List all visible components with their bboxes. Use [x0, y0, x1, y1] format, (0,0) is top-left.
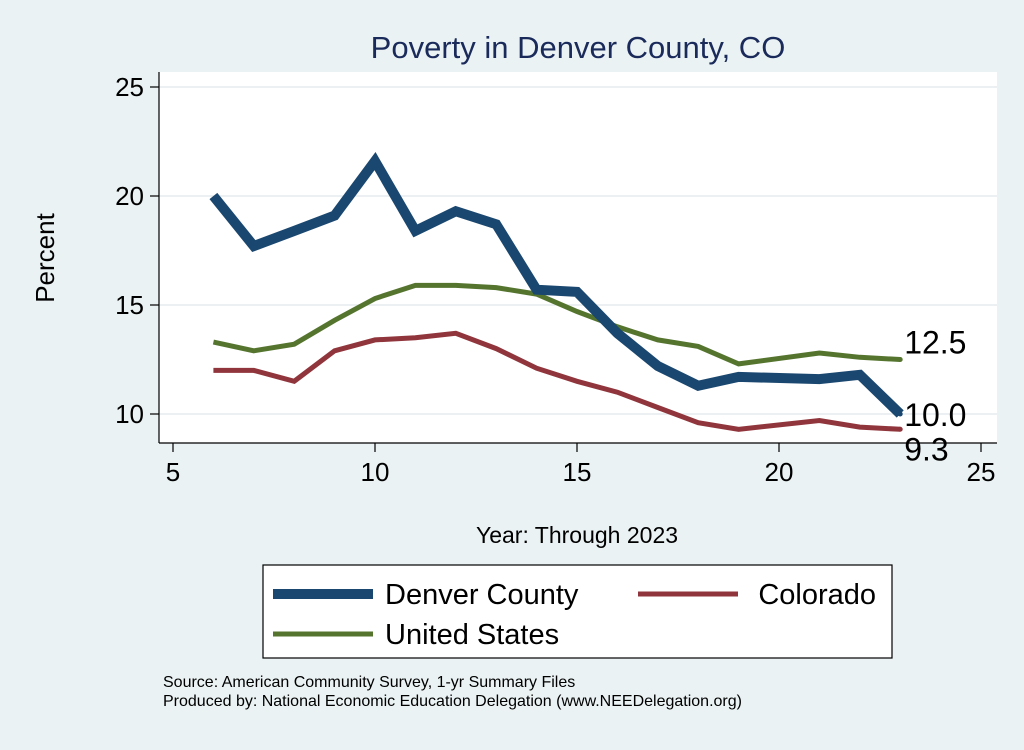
x-tick-label: 25	[967, 457, 996, 487]
end-labels: 10.09.3 12.5	[904, 325, 966, 468]
series-line-denver-county	[209, 152, 904, 418]
legend-label-denver-county: Denver County	[385, 579, 579, 611]
y-tick-label: 10	[115, 399, 144, 429]
y-tick-label: 20	[115, 181, 144, 211]
x-axis-title: Year: Through 2023	[476, 522, 678, 548]
end-label-united-states: 12.5	[904, 325, 966, 361]
legend-label-united-states: United States	[385, 619, 559, 651]
source-note: Source: American Community Survey, 1-yr …	[163, 674, 575, 691]
legend-label-colorado: Colorado	[758, 579, 876, 611]
end-label-colorado: 9.3	[904, 431, 948, 467]
x-tick-label: 15	[563, 457, 592, 487]
y-tick-label: 25	[115, 72, 144, 102]
end-point-marker	[897, 426, 903, 432]
legend: Denver County Colorado United States	[273, 579, 876, 651]
series-lines	[209, 152, 904, 432]
y-tick-label: 15	[115, 290, 144, 320]
x-tick-label: 20	[765, 457, 794, 487]
y-axis-title: Percent	[30, 212, 60, 302]
x-tick-label: 10	[361, 457, 390, 487]
chart-title: Poverty in Denver County, CO	[371, 30, 786, 65]
end-point-marker	[897, 357, 903, 362]
legend-box	[262, 564, 893, 659]
end-point-marker	[897, 411, 903, 417]
axes: 10 15 20 25 5 10 15 20 25	[115, 72, 997, 487]
gridlines	[159, 86, 997, 415]
end-label-denver-county: 10.0	[904, 397, 966, 433]
producer-note: Produced by: National Economic Education…	[163, 693, 742, 710]
series-line-colorado	[213, 330, 901, 432]
x-tick-label: 5	[166, 457, 180, 487]
